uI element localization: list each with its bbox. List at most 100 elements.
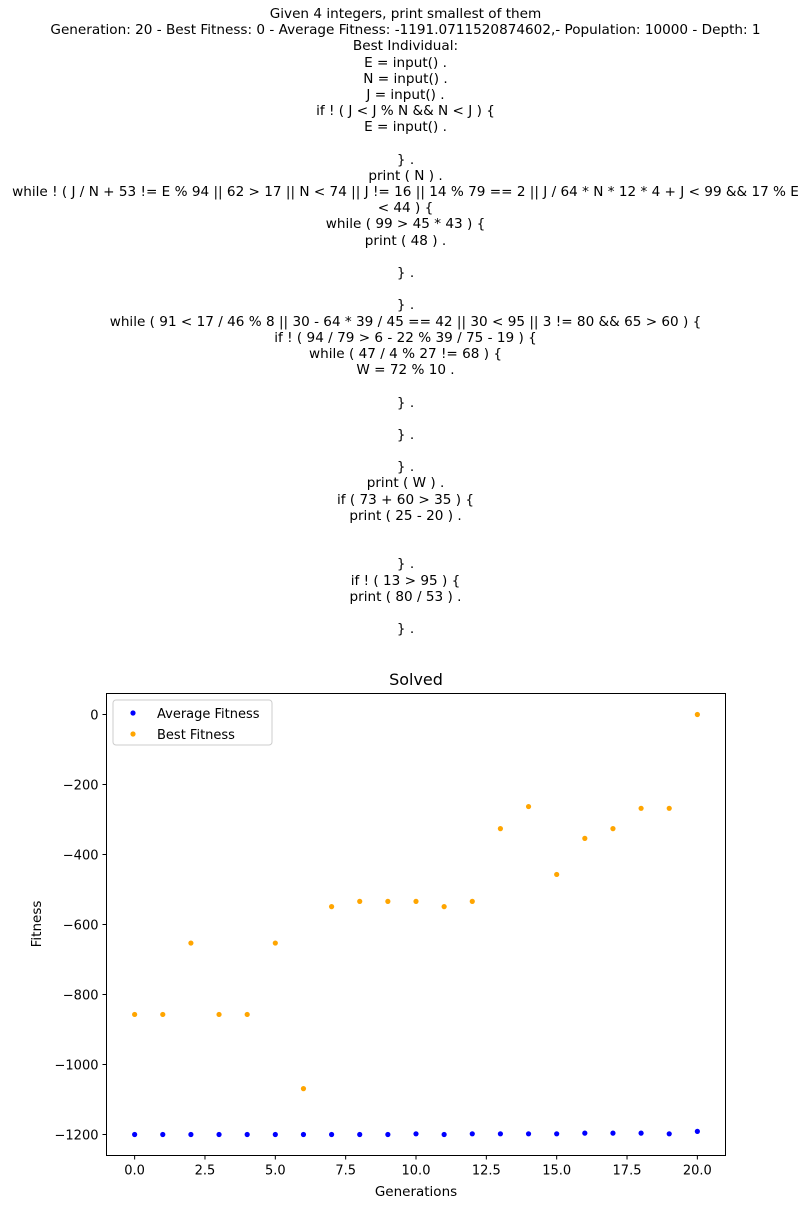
x-tick-label: 5.0 [265, 1164, 286, 1179]
x-tick-label: 17.5 [613, 1164, 642, 1179]
header-line: } . [396, 151, 415, 168]
point-average-fitness [188, 1131, 194, 1138]
x-tick-label: 0.0 [124, 1164, 145, 1179]
header-line [0, 136, 811, 152]
y-axis-label: Fitness [29, 901, 45, 948]
header-line [0, 443, 811, 459]
legend-marker [130, 731, 136, 737]
point-best-fitness [160, 1011, 166, 1018]
x-tick-label: 20.0 [683, 1164, 712, 1179]
header-line: if ( 73 + 60 > 35 ) { [336, 491, 475, 508]
header-line: Best Individual: [352, 38, 459, 55]
x-tick-label: 15.0 [542, 1164, 571, 1179]
point-average-fitness [694, 1128, 700, 1134]
point-best-fitness [525, 803, 532, 810]
point-average-fitness [244, 1131, 250, 1138]
point-average-fitness [216, 1131, 222, 1138]
header-line: if ! ( J < J % N && N < J ) { [316, 103, 495, 120]
y-tick-label: −1000 [55, 1059, 99, 1074]
x-tick-label: 12.5 [472, 1164, 501, 1179]
point-average-fitness [582, 1130, 588, 1136]
header-line: W = 72 % 10 . [356, 362, 455, 379]
header-line: E = input() . [364, 54, 447, 71]
y-tick-label: −200 [63, 779, 99, 794]
header-line [0, 411, 811, 427]
header-line: } . [396, 556, 415, 573]
legend-label: Best Fitness [157, 728, 235, 743]
point-average-fitness [385, 1131, 391, 1138]
point-average-fitness [525, 1131, 532, 1137]
header-line: } . [396, 394, 415, 411]
chart-title: Solved [389, 670, 443, 689]
header-text: Given 4 integers, print smallest of them… [0, 6, 811, 637]
header-line: Given 4 integers, print smallest of them [269, 6, 542, 22]
x-tick-label: 7.5 [335, 1164, 356, 1179]
point-average-fitness [554, 1131, 560, 1137]
plot-frame [106, 693, 726, 1156]
header-line: while ( 47 / 4 % 27 != 68 ) { [309, 345, 502, 362]
header-line: E = input() . [364, 119, 447, 136]
header-line: J = input() . [366, 86, 445, 103]
y-tick-label: 0 [90, 709, 98, 724]
point-best-fitness [469, 898, 475, 904]
y-tick-label: −400 [63, 849, 99, 864]
data-points [132, 711, 700, 1138]
point-best-fitness [132, 1011, 138, 1018]
point-average-fitness [328, 1131, 335, 1138]
header-line: while ( 91 < 17 / 46 % 8 || 30 - 64 * 39… [109, 313, 702, 330]
x-axis-label: Generations [375, 1184, 457, 1200]
point-best-fitness [272, 940, 278, 946]
header-line: if ! ( 94 / 79 > 6 - 22 % 39 / 75 - 19 )… [274, 329, 537, 346]
header-line: Generation: 20 - Best Fitness: 0 - Avera… [50, 22, 761, 39]
point-best-fitness [666, 805, 672, 811]
header-line [0, 378, 811, 394]
point-best-fitness [694, 711, 700, 718]
legend: Average Fitness Best Fitness [112, 699, 273, 746]
header-line: print ( N ) . [368, 167, 443, 184]
point-best-fitness [582, 835, 588, 841]
point-average-fitness [441, 1131, 447, 1138]
header-line: } . [396, 297, 415, 314]
point-average-fitness [413, 1131, 419, 1137]
header-line [0, 524, 811, 540]
header-line: print ( W ) . [366, 475, 445, 492]
point-average-fitness [469, 1131, 475, 1137]
header-line: print ( 80 / 53 ) . [349, 588, 462, 605]
point-best-fitness [357, 898, 363, 904]
fitness-chart: Solved 0.0 2.5 5.0 7.5 10.0 12.5 15.0 17.5 20.0 … [29, 670, 726, 1200]
point-average-fitness [132, 1131, 138, 1138]
point-average-fitness [300, 1131, 307, 1138]
header-line: while ! ( J / N + 53 != E % 94 || 62 > 1… [12, 184, 799, 201]
point-average-fitness [638, 1130, 644, 1136]
point-best-fitness [610, 826, 616, 832]
header-line: } . [396, 459, 415, 476]
legend-box [112, 699, 273, 746]
point-best-fitness [441, 904, 447, 910]
point-best-fitness [638, 805, 644, 811]
y-axis: 0 −200 −400 −600 −800 −1000 −1200 [55, 709, 107, 1144]
point-best-fitness [216, 1011, 222, 1018]
point-average-fitness [666, 1131, 672, 1137]
point-best-fitness [300, 1086, 307, 1092]
header-line [0, 605, 811, 621]
point-average-fitness [497, 1131, 504, 1137]
x-tick-label: 10.0 [402, 1164, 431, 1179]
header-line: } . [396, 621, 415, 638]
point-average-fitness [272, 1131, 278, 1138]
x-tick-label: 2.5 [195, 1164, 216, 1179]
point-best-fitness [497, 826, 504, 832]
header-line: if ! ( 13 > 95 ) { [350, 572, 461, 589]
x-axis: 0.0 2.5 5.0 7.5 10.0 12.5 15.0 17.5 20.0 [124, 1155, 712, 1179]
header-line: } . [396, 426, 415, 443]
header-line [0, 281, 811, 297]
point-best-fitness [554, 871, 560, 878]
y-tick-label: −800 [63, 989, 99, 1004]
point-best-fitness [385, 898, 391, 904]
header-line: print ( 25 - 20 ) . [349, 507, 462, 524]
point-best-fitness [328, 904, 335, 910]
legend-marker [130, 710, 136, 716]
header-line: N = input() . [363, 70, 448, 87]
point-best-fitness [413, 898, 419, 904]
y-tick-label: −600 [63, 919, 99, 934]
header-line: } . [396, 265, 415, 281]
